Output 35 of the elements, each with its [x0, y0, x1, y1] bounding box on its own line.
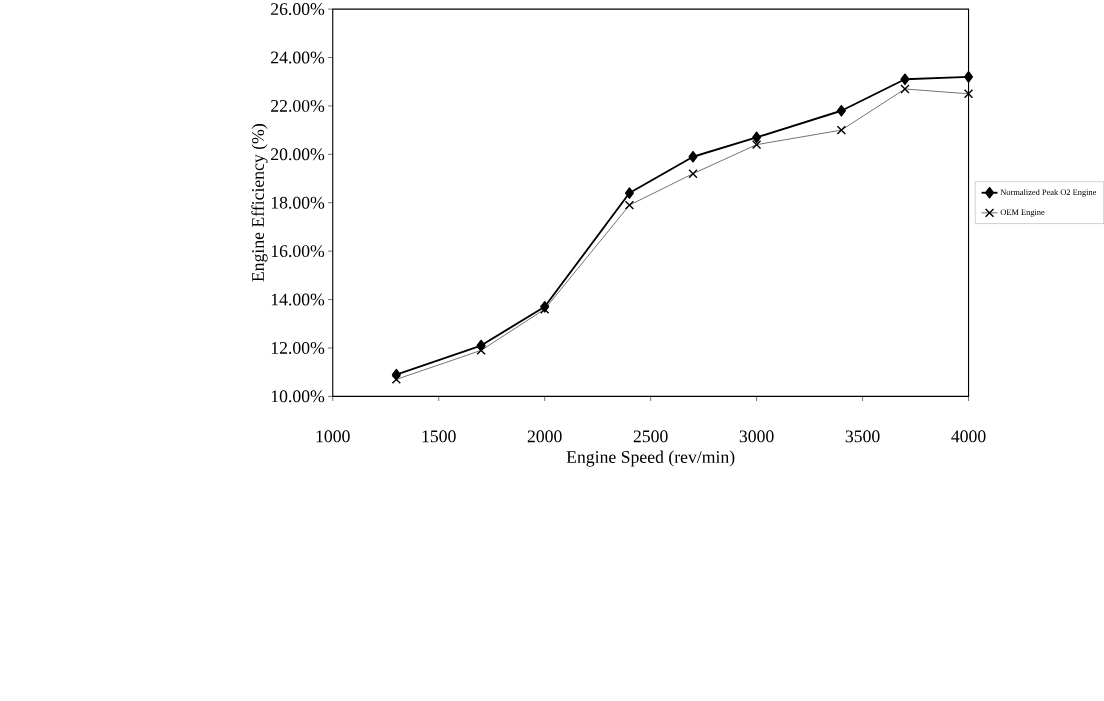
- y-tick-label: 22.00%: [271, 99, 325, 112]
- point: [900, 84, 910, 94]
- y-tick-label: 14.00%: [271, 293, 325, 306]
- x-tick-label: 4000: [951, 430, 986, 443]
- y-tick-label: 10.00%: [271, 390, 325, 403]
- legend-label: OEM Engine: [1000, 209, 1045, 217]
- y-axis-title: Engine Efficiency (%): [251, 123, 268, 282]
- point: [900, 73, 910, 85]
- x-tick-label: 1000: [316, 430, 350, 443]
- x-tick-label: 2500: [633, 430, 668, 443]
- point: [836, 104, 846, 117]
- point: [688, 150, 698, 163]
- point: [964, 70, 974, 83]
- point: [963, 89, 974, 99]
- point: [751, 139, 762, 150]
- y-tick-label: 12.00%: [271, 341, 325, 354]
- point: [624, 200, 635, 210]
- legend-label: Normalized Peak O2 Engine: [1000, 188, 1097, 197]
- point: [476, 345, 486, 355]
- x-tick-label: 1500: [422, 430, 456, 443]
- point: [391, 374, 401, 384]
- x-tick-label: 3500: [845, 430, 880, 443]
- y-tick-label: 24.00%: [271, 51, 325, 64]
- y-tick-label: 26.00%: [271, 2, 325, 15]
- point: [688, 168, 698, 179]
- y-tick-label: 16.00%: [271, 244, 325, 257]
- x-tick-label: 3000: [739, 430, 774, 443]
- point: [836, 125, 847, 135]
- point: [624, 187, 634, 199]
- y-tick-label: 18.00%: [271, 196, 325, 209]
- point: [540, 304, 550, 314]
- y-tick-label: 20.00%: [271, 148, 325, 161]
- x-axis-title: Engine Speed (rev/min): [566, 450, 735, 467]
- x-tick-label: 2000: [527, 430, 562, 443]
- point: [752, 131, 762, 144]
